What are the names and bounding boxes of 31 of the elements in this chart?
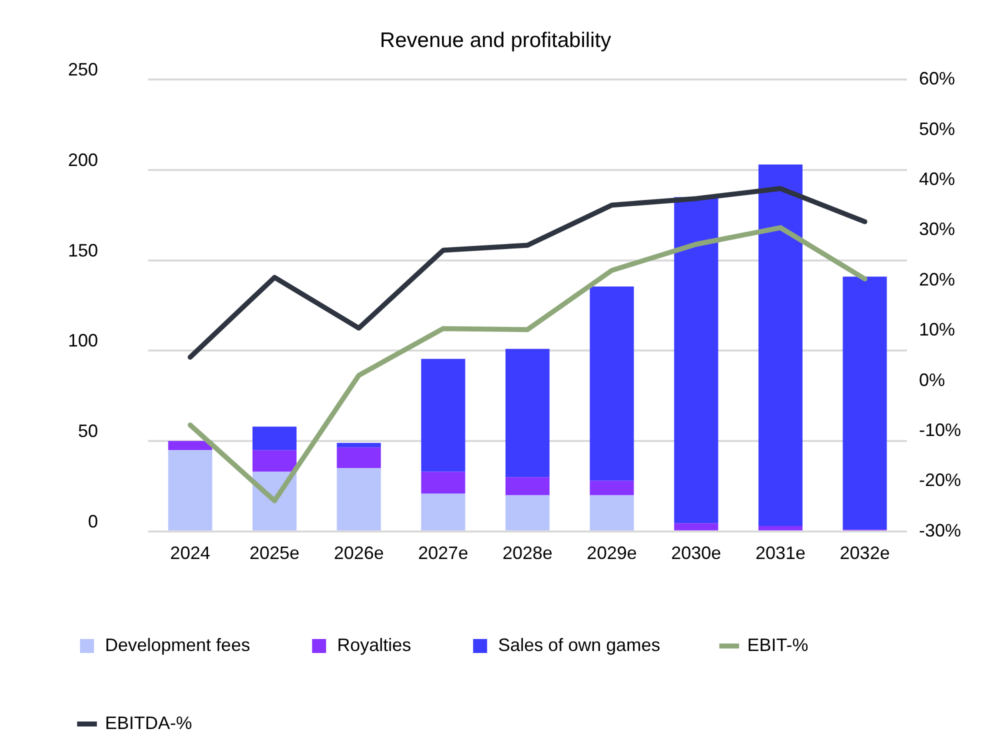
legend-label: Royalties [337, 634, 412, 655]
legend-label: Sales of own games [498, 634, 660, 655]
y-tick-label: 0 [88, 511, 98, 532]
y2-tick-label: 30% [918, 219, 956, 240]
y2-tick-label: -20% [918, 470, 962, 490]
legend-label: EBITDA-% [105, 712, 192, 733]
x-tick-label: 2032e [840, 543, 890, 564]
y2-tick-label: 20% [918, 269, 956, 290]
chart-title: Revenue and profitability [380, 28, 612, 52]
y-tick-label: 150 [68, 240, 98, 260]
x-tick-label: 2024 [170, 543, 210, 564]
y-tick-label: 200 [68, 150, 98, 170]
y2-tick-label: 60% [918, 68, 956, 89]
x-tick-label: 2027e [418, 543, 468, 564]
y-tick-label: 50 [78, 421, 98, 442]
y2-tick-label: 0% [918, 370, 945, 390]
y2-tick-label: -30% [918, 520, 962, 540]
x-tick-label: 2029e [586, 543, 637, 564]
x-tick-label: 2028e [502, 543, 553, 564]
x-tick-label: 2030e [671, 543, 722, 564]
y2-tick-label: 10% [918, 320, 956, 340]
y2-tick-label: 50% [918, 118, 956, 139]
x-tick-label: 2031e [755, 543, 806, 564]
x-tick-label: 2025e [249, 543, 300, 564]
y-tick-label: 100 [68, 330, 98, 351]
x-tick-label: 2026e [334, 543, 384, 564]
legend-label: Development fees [105, 634, 250, 655]
legend-label: EBIT-% [747, 634, 808, 655]
y2-tick-label: 40% [918, 168, 956, 189]
y2-tick-label: -10% [918, 420, 962, 440]
y-tick-label: 250 [68, 60, 98, 80]
